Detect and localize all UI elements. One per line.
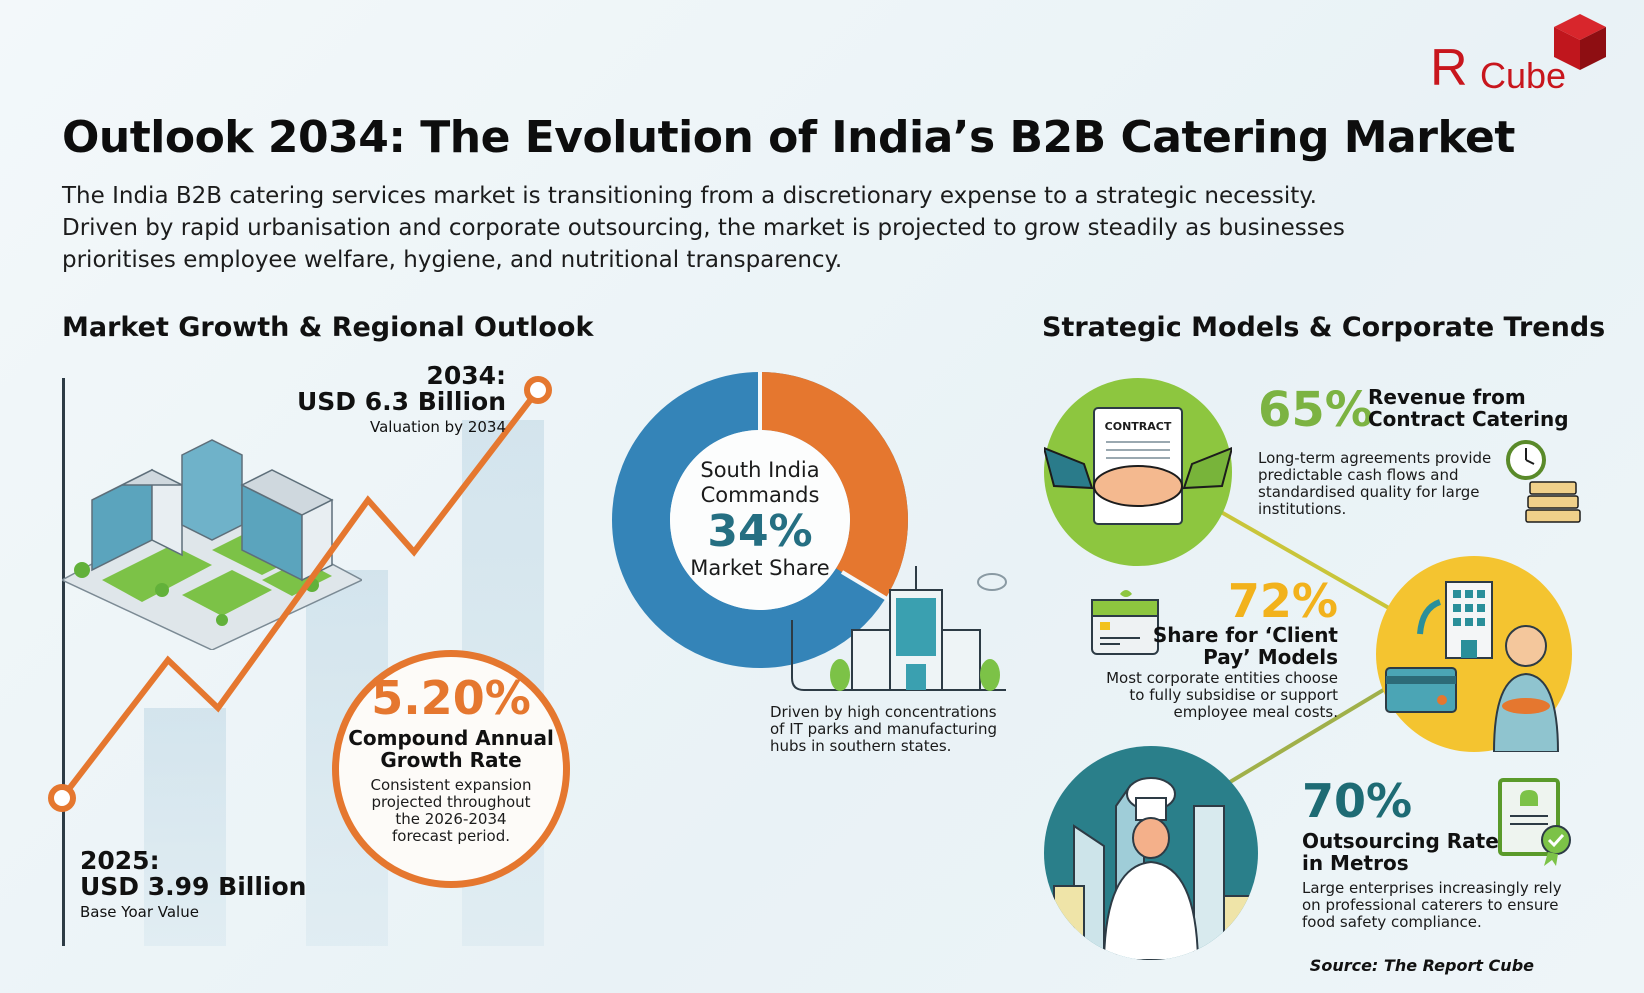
contract-label: CONTRACT (1105, 420, 1172, 433)
section-title-market-growth: Market Growth & Regional Outlook (62, 312, 594, 343)
donut-center-label: South India Commands 34% Market Share (670, 430, 850, 610)
handshake-icon: CONTRACT (1042, 407, 1234, 525)
office-campus-illustration (62, 439, 362, 650)
end-point-marker (524, 376, 552, 404)
stat-desc-contract: Long-term agreements provide predictable… (1258, 449, 1492, 518)
certificate-badge-icon (1498, 778, 1571, 866)
growth-line (48, 376, 552, 812)
city-buildings-icon (791, 566, 1007, 691)
cube-icon (1554, 14, 1606, 70)
logo-mark: Я (1430, 39, 1468, 97)
stat-title-contract: Revenue from Contract Catering (1368, 385, 1569, 431)
clock-meal-box-icon (1506, 440, 1581, 523)
intro-paragraph: The India B2B catering services market i… (62, 180, 1482, 276)
start-point-marker (48, 784, 76, 812)
wallet-card-icon (1091, 590, 1159, 655)
chef-city-circle (1044, 746, 1258, 960)
office-payment-icon (1385, 581, 1560, 753)
growth-bar (144, 708, 226, 946)
start-value-label: 2025: USD 3.99 Billion Base Yoar Value (80, 846, 307, 921)
stat-value-client-pay: 72% (1227, 574, 1338, 628)
client-pay-circle (1376, 556, 1572, 753)
chef-icon (1053, 777, 1255, 960)
source-credit: Source: The Report Cube (1309, 956, 1534, 975)
donut-chart (612, 372, 908, 668)
stat-title-client-pay: Share for ‘Client Pay’ Models (1152, 623, 1338, 669)
stat-desc-client-pay: Most corporate entities choose to fully … (1106, 669, 1338, 721)
intro-line: prioritises employee welfare, hygiene, a… (62, 247, 843, 273)
stat-title-outsourcing: Outsourcing Rate in Metros (1302, 829, 1499, 875)
section-title-strategic-models: Strategic Models & Corporate Trends (1042, 312, 1606, 343)
stat-value-contract: 65% (1258, 382, 1373, 438)
end-value-label: 2034: USD 6.3 Billion Valuation by 2034 (296, 361, 506, 436)
chart-axis (62, 378, 65, 946)
report-cube-logo: Я Cube (1430, 14, 1610, 97)
logo-text: Cube (1480, 55, 1567, 96)
cagr-badge: 5.20% Compound Annual Growth Rate Consis… (332, 650, 570, 888)
donut-note: Driven by high concentrations of IT park… (770, 703, 998, 755)
regional-share-donut: South India Commands 34% Market Share (612, 372, 908, 668)
intro-line: Driven by rapid urbanisation and corpora… (62, 215, 1345, 241)
intro-line: The India B2B catering services market i… (62, 183, 1317, 209)
stat-value-outsourcing: 70% (1302, 774, 1413, 828)
contract-handshake-circle: CONTRACT (1042, 378, 1234, 566)
page-title: Outlook 2034: The Evolution of India’s B… (62, 112, 1515, 163)
connector-lines (1198, 498, 1411, 802)
stat-desc-outsourcing: Large enterprises increasingly rely on p… (1302, 879, 1562, 931)
